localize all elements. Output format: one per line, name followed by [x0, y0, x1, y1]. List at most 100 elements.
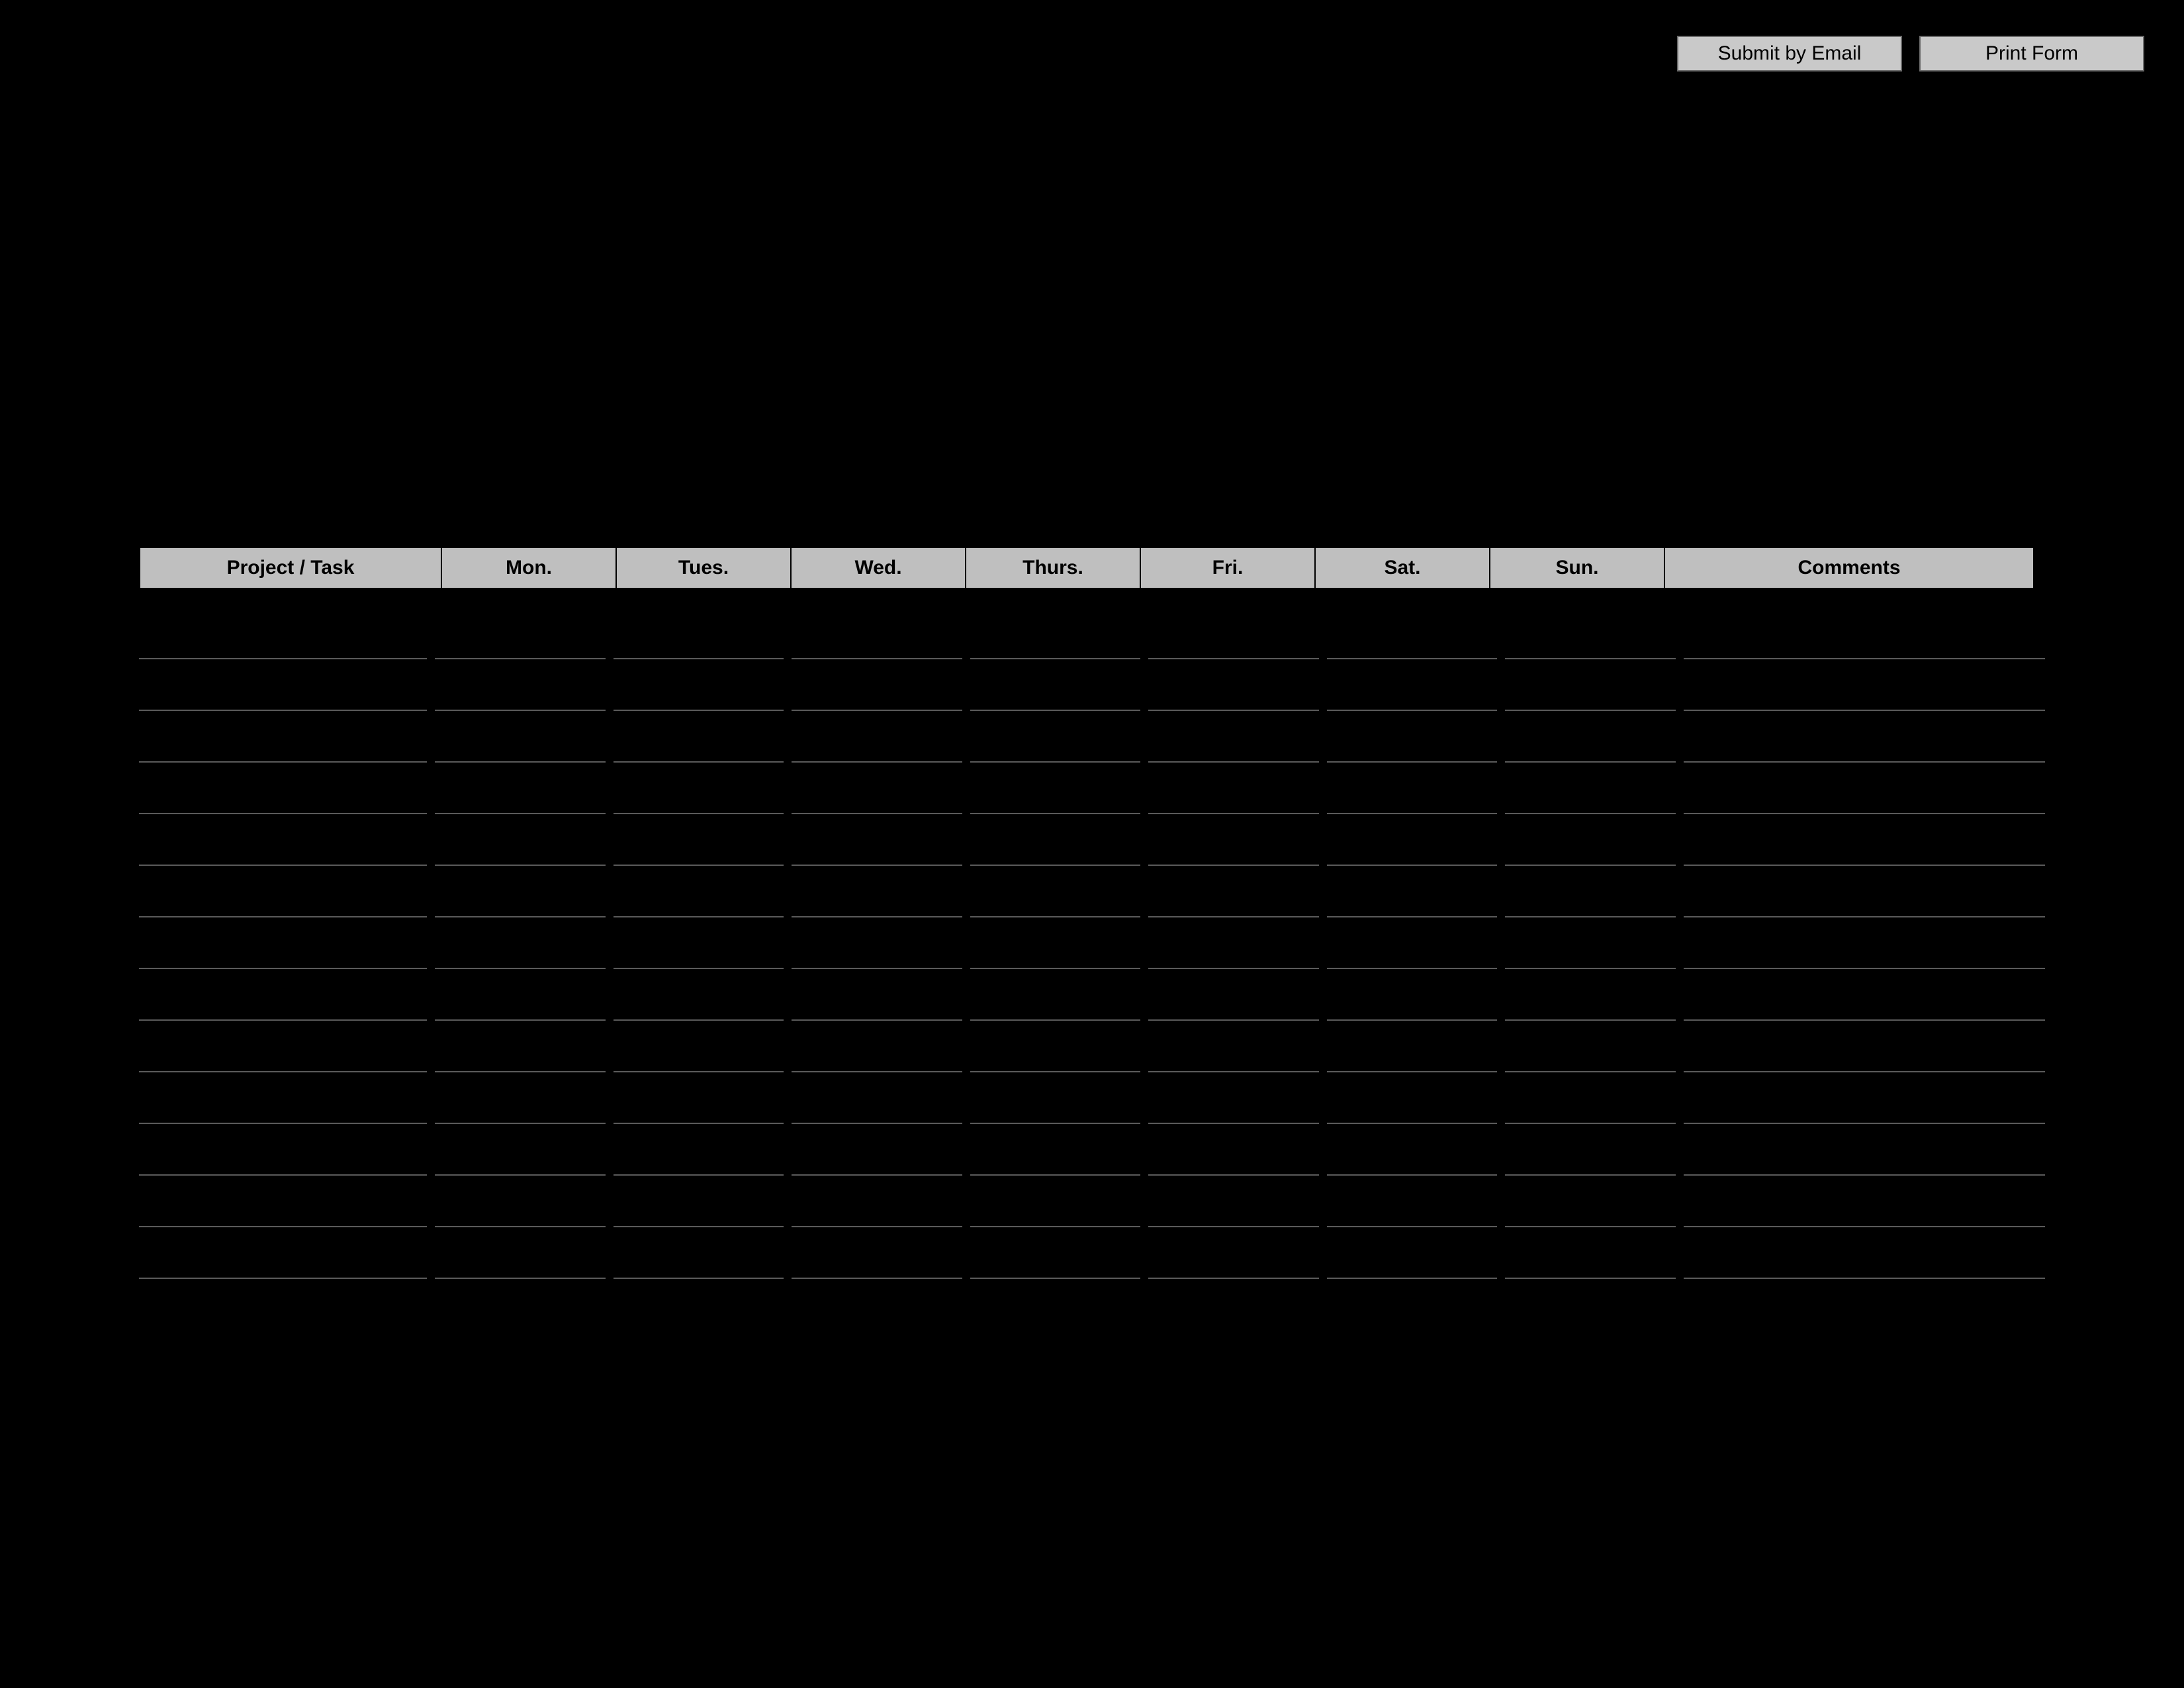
cell-thu[interactable] — [970, 1176, 1141, 1227]
cell-mon[interactable] — [435, 608, 606, 659]
cell-fri[interactable] — [1148, 1176, 1319, 1227]
cell-comments[interactable] — [1684, 814, 2045, 866]
cell-tue[interactable] — [614, 608, 784, 659]
cell-thu[interactable] — [970, 711, 1141, 763]
cell-fri[interactable] — [1148, 1124, 1319, 1176]
cell-mon[interactable] — [435, 866, 606, 917]
cell-fri[interactable] — [1148, 608, 1319, 659]
cell-tue[interactable] — [614, 659, 784, 711]
cell-comments[interactable] — [1684, 1021, 2045, 1072]
cell-sun[interactable] — [1505, 866, 1676, 917]
cell-mon[interactable] — [435, 763, 606, 814]
cell-wed[interactable] — [792, 814, 962, 866]
cell-fri[interactable] — [1148, 814, 1319, 866]
cell-sun[interactable] — [1505, 969, 1676, 1021]
cell-sat[interactable] — [1327, 1124, 1498, 1176]
cell-mon[interactable] — [435, 1176, 606, 1227]
cell-sat[interactable] — [1327, 659, 1498, 711]
cell-project[interactable] — [139, 1176, 427, 1227]
cell-sat[interactable] — [1327, 1072, 1498, 1124]
cell-wed[interactable] — [792, 969, 962, 1021]
cell-wed[interactable] — [792, 608, 962, 659]
cell-comments[interactable] — [1684, 763, 2045, 814]
cell-sun[interactable] — [1505, 1124, 1676, 1176]
cell-mon[interactable] — [435, 1021, 606, 1072]
cell-comments[interactable] — [1684, 1227, 2045, 1279]
cell-tue[interactable] — [614, 917, 784, 969]
cell-wed[interactable] — [792, 1124, 962, 1176]
cell-wed[interactable] — [792, 763, 962, 814]
cell-thu[interactable] — [970, 969, 1141, 1021]
cell-fri[interactable] — [1148, 659, 1319, 711]
cell-fri[interactable] — [1148, 969, 1319, 1021]
cell-sat[interactable] — [1327, 763, 1498, 814]
cell-comments[interactable] — [1684, 1124, 2045, 1176]
cell-thu[interactable] — [970, 917, 1141, 969]
cell-sat[interactable] — [1327, 608, 1498, 659]
cell-fri[interactable] — [1148, 1021, 1319, 1072]
cell-comments[interactable] — [1684, 866, 2045, 917]
cell-fri[interactable] — [1148, 763, 1319, 814]
cell-comments[interactable] — [1684, 659, 2045, 711]
cell-tue[interactable] — [614, 1021, 784, 1072]
cell-project[interactable] — [139, 814, 427, 866]
cell-thu[interactable] — [970, 608, 1141, 659]
cell-tue[interactable] — [614, 1072, 784, 1124]
cell-sun[interactable] — [1505, 1021, 1676, 1072]
cell-sat[interactable] — [1327, 1021, 1498, 1072]
cell-thu[interactable] — [970, 866, 1141, 917]
cell-tue[interactable] — [614, 1124, 784, 1176]
cell-sat[interactable] — [1327, 917, 1498, 969]
cell-thu[interactable] — [970, 763, 1141, 814]
cell-mon[interactable] — [435, 1124, 606, 1176]
cell-mon[interactable] — [435, 814, 606, 866]
cell-tue[interactable] — [614, 866, 784, 917]
cell-fri[interactable] — [1148, 711, 1319, 763]
cell-thu[interactable] — [970, 814, 1141, 866]
cell-project[interactable] — [139, 917, 427, 969]
cell-comments[interactable] — [1684, 1072, 2045, 1124]
cell-mon[interactable] — [435, 711, 606, 763]
cell-mon[interactable] — [435, 1072, 606, 1124]
cell-sun[interactable] — [1505, 711, 1676, 763]
cell-project[interactable] — [139, 1124, 427, 1176]
cell-comments[interactable] — [1684, 608, 2045, 659]
cell-comments[interactable] — [1684, 969, 2045, 1021]
cell-fri[interactable] — [1148, 917, 1319, 969]
cell-sat[interactable] — [1327, 1227, 1498, 1279]
cell-fri[interactable] — [1148, 1072, 1319, 1124]
cell-wed[interactable] — [792, 1227, 962, 1279]
cell-sun[interactable] — [1505, 1227, 1676, 1279]
cell-sat[interactable] — [1327, 866, 1498, 917]
cell-wed[interactable] — [792, 1072, 962, 1124]
cell-tue[interactable] — [614, 763, 784, 814]
cell-project[interactable] — [139, 1021, 427, 1072]
cell-wed[interactable] — [792, 866, 962, 917]
cell-comments[interactable] — [1684, 711, 2045, 763]
cell-wed[interactable] — [792, 1021, 962, 1072]
cell-fri[interactable] — [1148, 866, 1319, 917]
cell-sat[interactable] — [1327, 711, 1498, 763]
cell-wed[interactable] — [792, 711, 962, 763]
cell-comments[interactable] — [1684, 917, 2045, 969]
cell-mon[interactable] — [435, 917, 606, 969]
cell-sat[interactable] — [1327, 1176, 1498, 1227]
cell-project[interactable] — [139, 608, 427, 659]
cell-mon[interactable] — [435, 969, 606, 1021]
cell-comments[interactable] — [1684, 1176, 2045, 1227]
cell-sat[interactable] — [1327, 814, 1498, 866]
cell-tue[interactable] — [614, 711, 784, 763]
cell-project[interactable] — [139, 1227, 427, 1279]
cell-sun[interactable] — [1505, 1176, 1676, 1227]
cell-project[interactable] — [139, 659, 427, 711]
cell-wed[interactable] — [792, 1176, 962, 1227]
cell-project[interactable] — [139, 1072, 427, 1124]
cell-thu[interactable] — [970, 1227, 1141, 1279]
cell-thu[interactable] — [970, 1072, 1141, 1124]
print-form-button[interactable]: Print Form — [1919, 36, 2144, 71]
cell-tue[interactable] — [614, 1227, 784, 1279]
cell-sun[interactable] — [1505, 1072, 1676, 1124]
cell-sun[interactable] — [1505, 763, 1676, 814]
cell-project[interactable] — [139, 969, 427, 1021]
cell-wed[interactable] — [792, 659, 962, 711]
